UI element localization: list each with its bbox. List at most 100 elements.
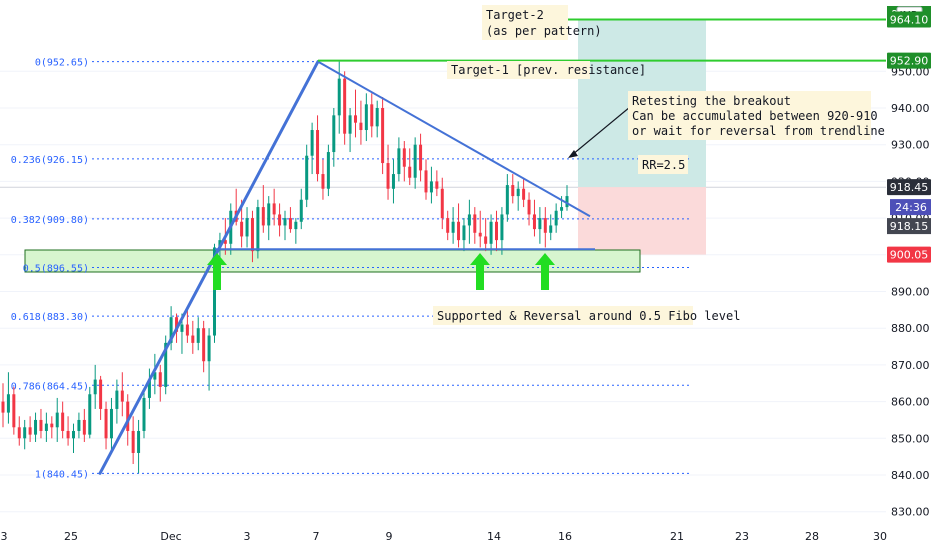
fib-level-label: 0.382(909.80) xyxy=(11,215,89,226)
target2-note[interactable]: Target-2 (as per pattern) xyxy=(482,5,602,40)
candle-body xyxy=(185,324,189,336)
uptrend-line[interactable] xyxy=(98,60,320,475)
candle-body xyxy=(72,430,75,439)
retest-note[interactable]: Retesting the breakout Can be accumulate… xyxy=(628,91,921,140)
stop-price-tag-bg xyxy=(887,246,931,263)
candle-body xyxy=(288,218,292,230)
candle-body xyxy=(511,185,515,197)
support-note[interactable]: Supported & Reversal around 0.5 Fibo lev… xyxy=(433,306,740,325)
candle-body xyxy=(99,379,103,409)
candle-body xyxy=(50,423,54,428)
candle-body xyxy=(413,144,417,178)
candle-body xyxy=(126,401,130,431)
candle-body xyxy=(23,427,27,439)
candle-body xyxy=(446,218,450,233)
candle-body xyxy=(391,174,395,189)
candle-body xyxy=(120,390,124,402)
target1-note-bg xyxy=(447,61,590,79)
time-tick-label: 3 xyxy=(244,530,251,543)
candle-body xyxy=(489,221,493,244)
rr-note[interactable]: RR=2.5 xyxy=(638,155,688,174)
candle-body xyxy=(44,423,48,431)
candle-body xyxy=(440,188,444,219)
time-axis[interactable]: 3 25 Dec 3 7 9 14 16 21 23 28 30 xyxy=(0,522,887,550)
candle-body xyxy=(164,342,168,387)
time-tick-label: 3 xyxy=(1,530,8,543)
candle-body xyxy=(1,401,5,413)
time-tick-label: 14 xyxy=(487,530,501,543)
candle-body xyxy=(283,218,287,226)
rr-label: RR=2.5 xyxy=(642,158,685,172)
candle-body xyxy=(435,181,439,189)
time-tick-label: 28 xyxy=(805,530,819,543)
support-note-bg xyxy=(433,306,693,325)
countdown-tag-bg xyxy=(890,199,931,216)
rr-note-bg xyxy=(638,155,688,174)
candle-body xyxy=(419,144,423,171)
target1-price-tag-bg xyxy=(887,52,931,69)
candle-body xyxy=(93,379,97,395)
candle-body xyxy=(375,108,379,127)
candle-body xyxy=(39,419,43,431)
price-tick-label: 880.00 xyxy=(891,322,930,335)
candle-body xyxy=(180,324,184,332)
candle-body xyxy=(299,199,303,222)
candle-body xyxy=(61,412,65,431)
candle-body xyxy=(543,218,547,233)
candle-body xyxy=(142,397,146,431)
candle-body xyxy=(538,218,542,230)
candle-body xyxy=(354,115,357,123)
candle-body xyxy=(6,394,10,413)
price-tick-label: 860.00 xyxy=(891,396,930,409)
support-label: Supported & Reversal around 0.5 Fibo lev… xyxy=(437,309,740,323)
candle-body xyxy=(34,419,38,435)
up-arrow-icon xyxy=(207,253,227,290)
candle-body xyxy=(305,155,309,200)
target1-note[interactable]: Target-1 [prev. resistance] xyxy=(447,61,646,79)
candle-body xyxy=(267,203,271,226)
time-tick-label: 30 xyxy=(873,530,887,543)
time-tick-label: 21 xyxy=(670,530,684,543)
candle-body xyxy=(250,218,254,252)
zones-layer xyxy=(24,19,706,273)
candle-body xyxy=(316,130,320,175)
retest-note-bg xyxy=(628,91,871,140)
time-tick-label: 25 xyxy=(64,530,78,543)
callout-arrow-head xyxy=(568,150,578,158)
candle-body xyxy=(560,207,564,211)
candle-body xyxy=(462,225,466,241)
fib-level-label: 1(840.45) xyxy=(35,469,89,480)
price-tick-label: 870.00 xyxy=(891,359,930,372)
target1-label: Target-1 [prev. resistance] xyxy=(451,63,646,77)
time-tick-label: 9 xyxy=(386,530,393,543)
price-axis-bg xyxy=(886,0,932,550)
candle-body xyxy=(55,412,59,428)
price-tick-label: 930.00 xyxy=(891,139,930,152)
candle-body xyxy=(137,430,141,453)
candle-body xyxy=(429,181,433,193)
candle-body xyxy=(565,196,569,208)
candle-body xyxy=(495,221,498,241)
stop-price-tag: 900.05 xyxy=(890,249,929,262)
time-tick-label: 23 xyxy=(735,530,749,543)
fibonacci-retracement[interactable]: 0(952.65) 0.236(926.15) 0.382(909.80) 0.5(8… xyxy=(11,58,690,481)
candle-body xyxy=(500,214,504,241)
candle-body xyxy=(207,335,211,362)
price-axis[interactable]: 830.00 840.00 850.00 860.00 870.00 880.00 890.… xyxy=(886,0,932,550)
candle-body xyxy=(359,122,363,131)
candle-body xyxy=(364,104,368,131)
crosshair-price-tag-bg xyxy=(887,179,931,196)
candle-body xyxy=(82,419,86,435)
time-tick-label: 7 xyxy=(313,530,320,543)
descending-trendline[interactable] xyxy=(317,60,591,218)
candle-body xyxy=(467,214,471,226)
candle-body xyxy=(28,427,32,435)
candle-body xyxy=(549,225,553,233)
fib-level-label: 0.618(883.30) xyxy=(11,312,89,323)
up-arrow-icon xyxy=(535,253,555,290)
drawings-layer[interactable] xyxy=(98,18,886,475)
candle-body xyxy=(397,148,401,175)
candle-body xyxy=(473,214,477,233)
